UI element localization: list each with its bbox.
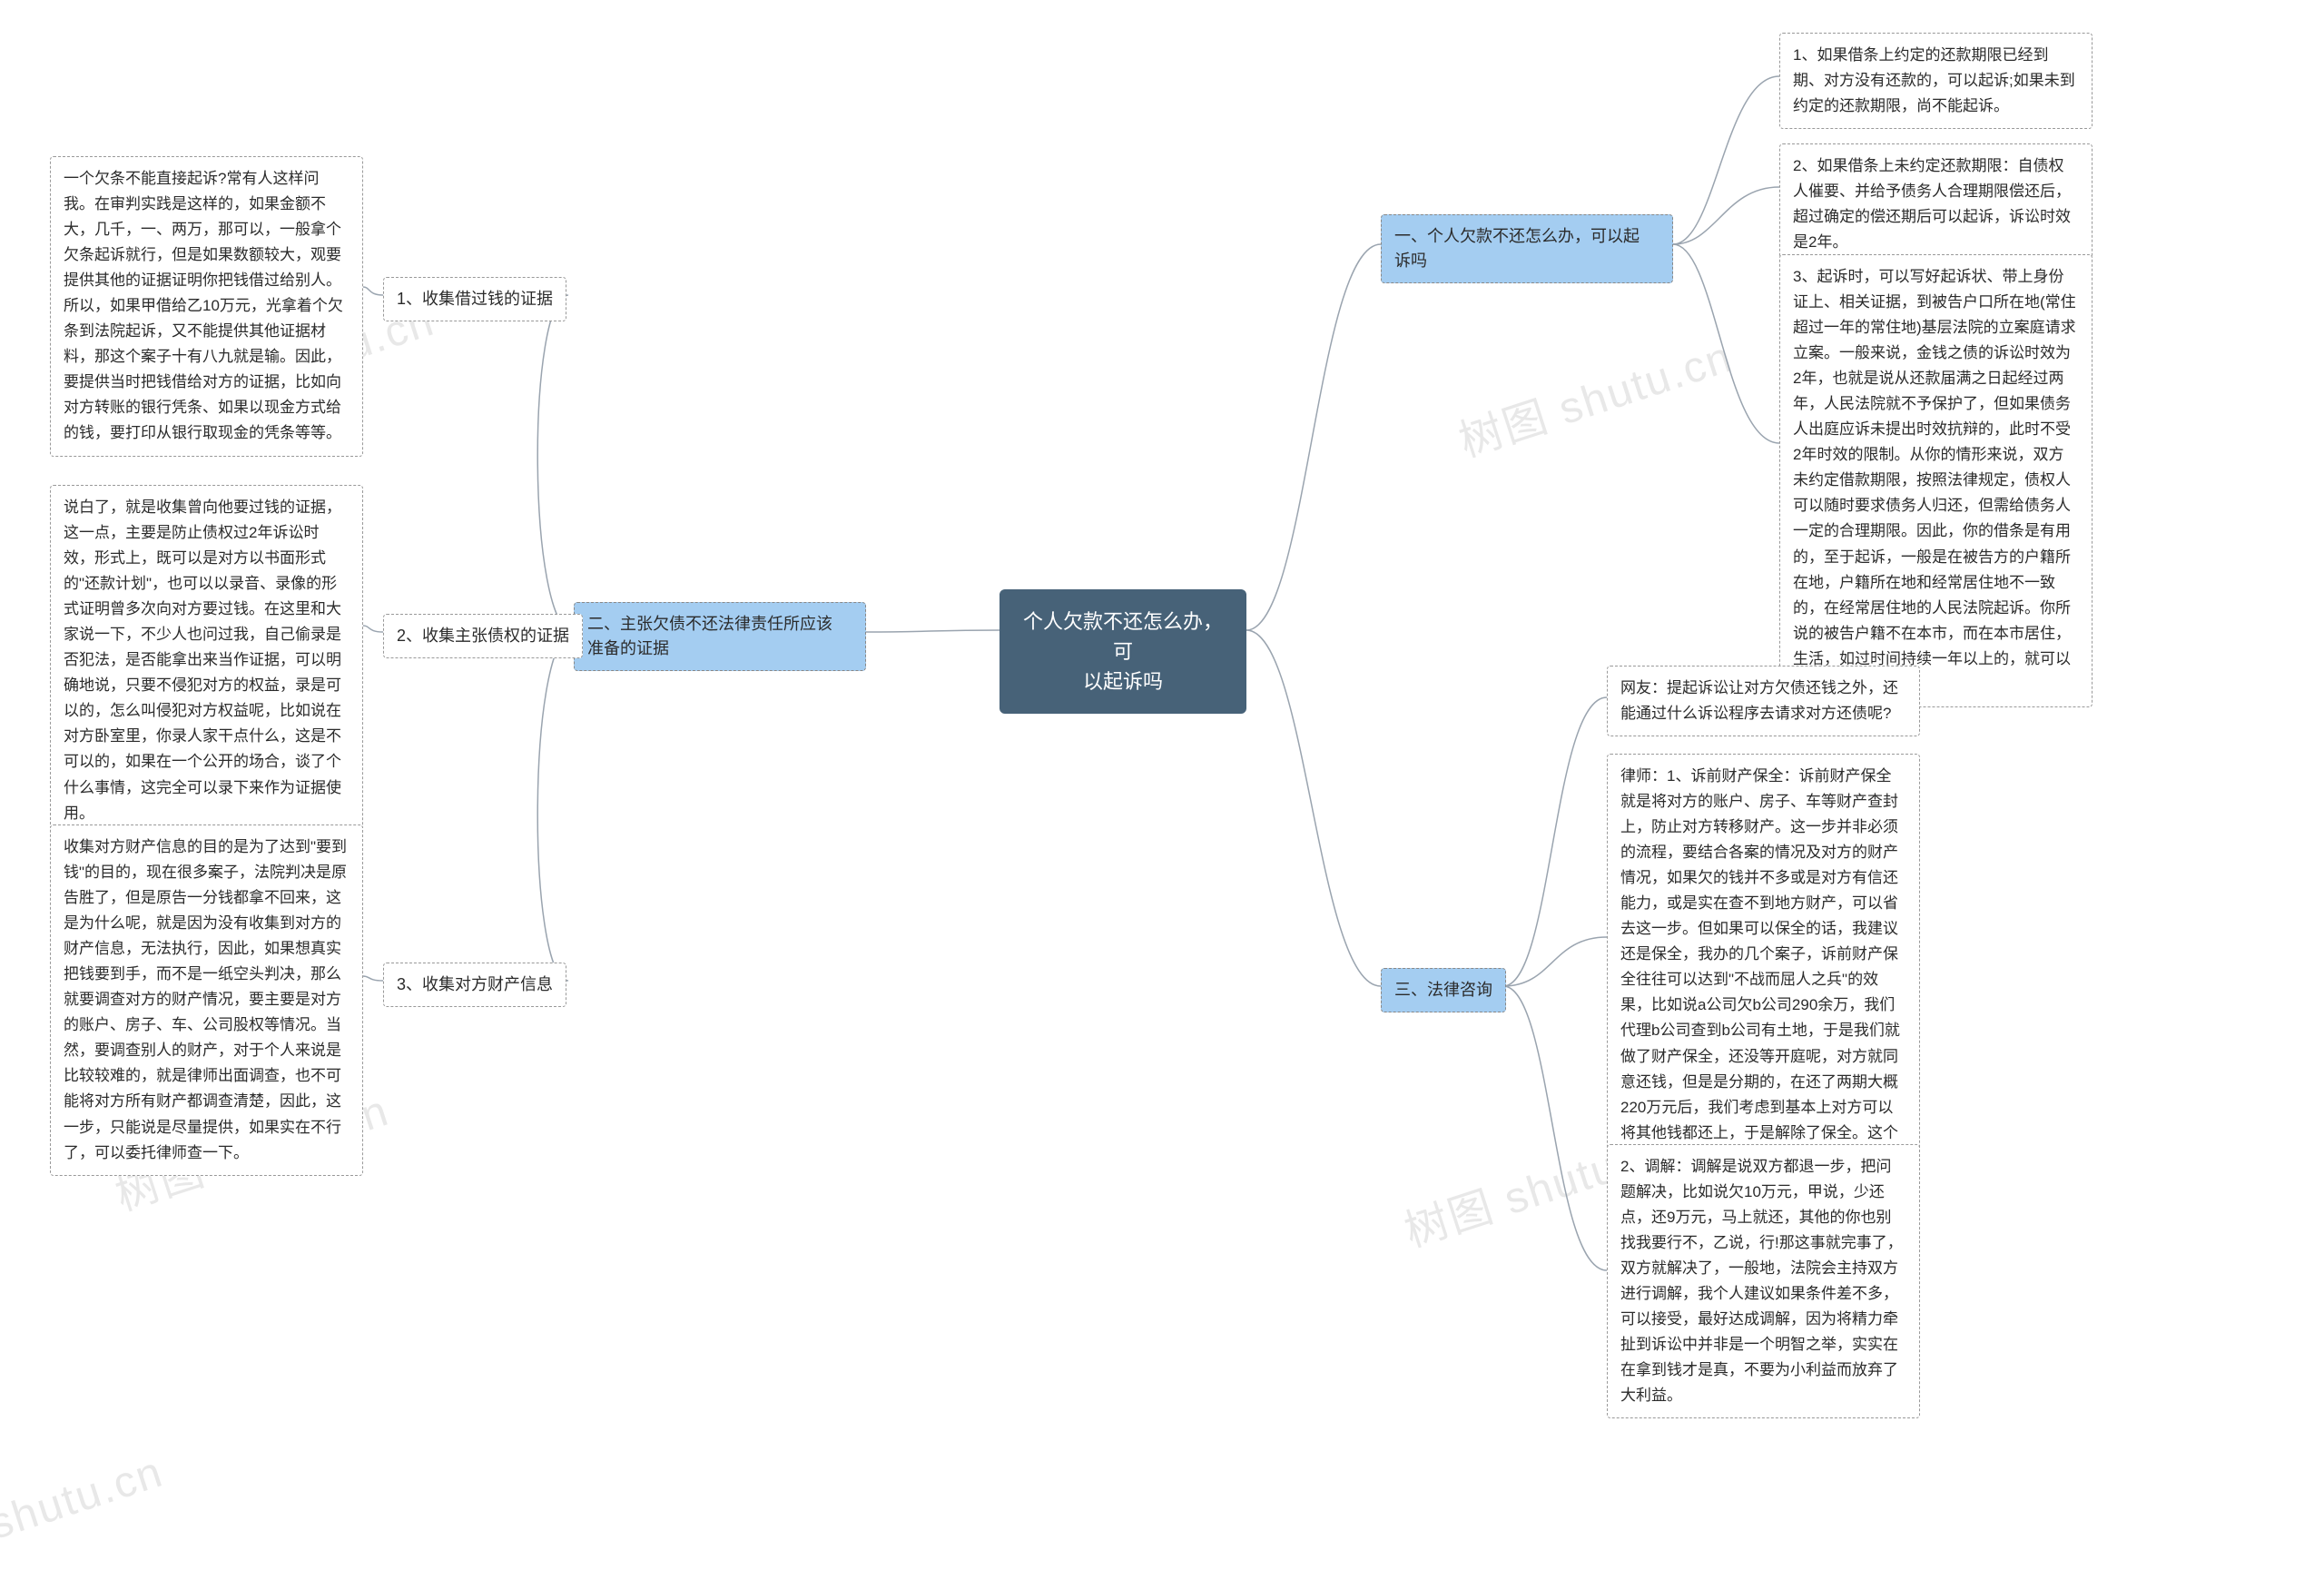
root-line2: 以起诉吗 [1019, 667, 1227, 696]
b2-leaf-1: 一个欠条不能直接起诉?常有人这样问我。在审判实践是这样的，如果金额不大，几千，一… [50, 156, 363, 457]
b2-label-1: 1、收集借过钱的证据 [383, 277, 566, 321]
b1-leaf-1: 1、如果借条上约定的还款期限已经到期、对方没有还款的，可以起诉;如果未到约定的还… [1779, 33, 2093, 129]
b3-leaf-1: 网友：提起诉讼让对方欠债还钱之外，还能通过什么诉讼程序去请求对方还债呢? [1607, 666, 1920, 736]
b1-leaf-2: 2、如果借条上未约定还款期限：自债权人催要、并给予债务人合理期限偿还后，超过确定… [1779, 143, 2093, 265]
branch2-title: 二、主张欠债不还法律责任所应该 准备的证据 [574, 602, 866, 671]
b2-leaf-2: 说白了，就是收集曾向他要过钱的证据，这一点，主要是防止债权过2年诉讼时效，形式上… [50, 485, 363, 836]
branch1-title: 一、个人欠款不还怎么办，可以起 诉吗 [1381, 214, 1673, 283]
branch1-line2: 诉吗 [1394, 249, 1659, 273]
root-node: 个人欠款不还怎么办，可 以起诉吗 [1000, 589, 1246, 714]
b2-label-3: 3、收集对方财产信息 [383, 963, 566, 1007]
b3-leaf-3: 2、调解：调解是说双方都退一步，把问题解决，比如说欠10万元，甲说，少还点，还9… [1607, 1144, 1920, 1418]
root-line1: 个人欠款不还怎么办，可 [1019, 607, 1227, 667]
b1-leaf-3: 3、起诉时，可以写好起诉状、带上身份证上、相关证据，到被告户口所在地(常住超过一… [1779, 254, 2093, 707]
branch3-title: 三、法律咨询 [1381, 968, 1506, 1012]
b3-leaf-2: 律师：1、诉前财产保全：诉前财产保全就是将对方的账户、房子、车等财产查封上，防止… [1607, 754, 1920, 1207]
branch1-line1: 一、个人欠款不还怎么办，可以起 [1394, 224, 1659, 249]
watermark: 树图 shutu.cn [1450, 321, 1739, 469]
b2-leaf-3: 收集对方财产信息的目的是为了达到"要到钱"的目的，现在很多案子，法院判决是原告胜… [50, 824, 363, 1176]
b2-label-2: 2、收集主张债权的证据 [383, 614, 583, 658]
watermark: 图 shutu.cn [0, 1436, 170, 1570]
branch2-line1: 二、主张欠债不还法律责任所应该 [587, 612, 852, 637]
branch2-line2: 准备的证据 [587, 637, 852, 661]
